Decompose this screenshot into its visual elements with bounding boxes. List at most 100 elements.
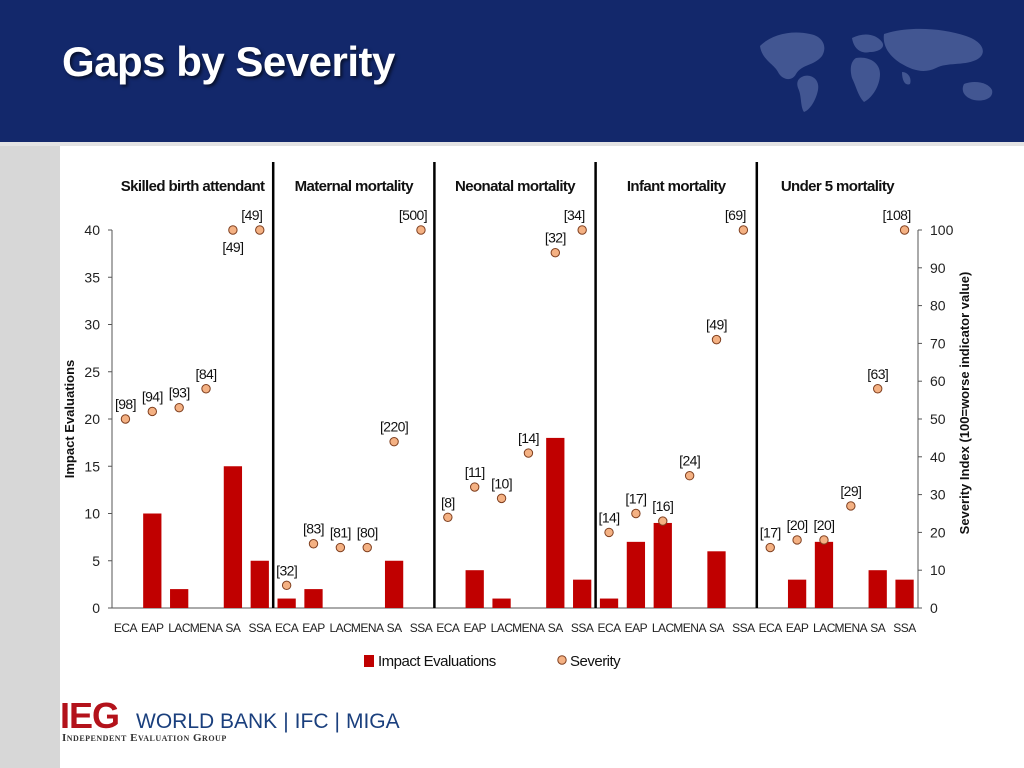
impact-evaluations-bar [653,522,672,608]
severity-point [470,482,480,492]
left-tick-label: 25 [84,364,100,380]
impact-evaluations-bar [384,560,404,608]
impact-evaluations-bar [895,579,914,608]
impact-evaluations-bar [170,589,189,608]
severity-point [765,542,775,553]
left-tick-label: 15 [84,458,100,474]
severity-point [523,448,534,458]
severity-label: [17] [760,525,781,541]
category-label: LAC [168,621,191,635]
severity-point [362,542,372,553]
severity-label: [98] [115,396,136,412]
severity-point [308,539,319,549]
severity-label: [94] [142,388,163,404]
severity-point [174,402,184,413]
severity-label: [29] [840,483,861,499]
legend-label-impact-evaluations: Impact Evaluations [378,653,496,670]
ieg-subtitle: Independent Evaluation Group [62,732,227,744]
category-label: EAP [625,621,648,635]
severity-label: [11] [465,464,485,480]
severity-point [496,493,507,504]
impact-evaluations-bar [573,579,592,608]
impact-evaluations-bar [546,437,565,608]
severity-label: [80] [357,525,378,541]
right-tick-label: 10 [930,562,946,578]
left-tick-label: 30 [84,317,100,333]
org-miga: MIGA [345,710,400,733]
severity-point [577,225,587,235]
category-label: SSA [249,621,272,635]
impact-evaluations-bar [304,589,323,608]
category-label: SA [870,621,886,635]
impact-evaluations-bar [250,560,269,608]
panel-title: Infant mortality [627,178,727,195]
severity-label: [34] [564,207,585,223]
severity-label: [49] [222,239,243,255]
category-label: LAC [329,621,352,635]
right-tick-label: 30 [930,487,946,503]
title-banner: Gaps by Severity [0,0,1024,142]
category-label: MENA [190,621,223,635]
footer: IEG WORLD BANK | IFC | MIGA Independent Eval… [60,680,1024,768]
severity-label: [93] [169,385,190,401]
severity-label: [84] [196,366,217,382]
org-line: WORLD BANK | IFC | MIGA [136,710,400,734]
severity-point [684,471,695,481]
severity-point [281,580,292,591]
severity-label: [49] [241,207,262,223]
right-tick-label: 40 [930,449,946,465]
impact-evaluations-bar [599,598,619,608]
severity-label: [220] [380,419,408,435]
severity-label: [24] [679,453,700,469]
severity-label: [32] [276,562,297,578]
category-label: SSA [571,621,594,635]
header-rule [0,142,1024,146]
impact-evaluations-bar [626,541,646,608]
severity-point [201,384,211,394]
severity-label: [49] [706,317,727,333]
severity-point [147,406,158,417]
severity-label: [500] [399,207,427,223]
impact-evaluations-bar [707,551,726,608]
right-tick-label: 70 [930,335,946,351]
category-label: SA [225,621,241,635]
right-tick-label: 0 [930,600,938,616]
category-label: ECA [759,621,783,635]
severity-point [389,436,399,447]
chart-svg: 0 5 10 15 20 25 30 35 40 0 10 20 30 40 50 60 70 80 90 100 Im… [62,162,972,670]
impact-evaluations-bar [868,570,887,608]
world-map-graphic [760,28,993,112]
panel-title: Neonatal mortality [455,178,576,195]
severity-point [416,225,426,235]
left-tick-label: 5 [92,553,100,569]
category-label: EAP [786,621,809,635]
severity-point [792,535,802,545]
severity-point [335,542,346,553]
impact-evaluations-bar [787,579,807,608]
severity-point [631,508,641,519]
left-tick-label: 20 [84,411,100,427]
impact-evaluations-bar [223,466,243,608]
right-tick-label: 80 [930,298,946,314]
impact-evaluations-bar [143,513,162,608]
severity-label: [14] [599,509,620,525]
category-label: ECA [275,621,299,635]
category-label: ECA [436,621,460,635]
category-label: MENA [351,621,384,635]
category-label: LAC [652,621,675,635]
category-label: LAC [491,621,514,635]
category-label: MENA [512,621,545,635]
category-label: ECA [114,621,138,635]
category-label: SSA [732,621,755,635]
impact-evaluations-bar [814,541,834,608]
left-margin-strip [0,146,60,768]
severity-label: [32] [545,230,566,246]
category-label: ECA [597,621,621,635]
severity-label: [69] [725,207,746,223]
right-tick-label: 60 [930,373,946,389]
severity-point [255,225,265,235]
severity-label: [10] [491,475,512,491]
category-label: SA [548,621,564,635]
severity-point [228,225,238,235]
legend-swatch-severity [557,655,567,665]
